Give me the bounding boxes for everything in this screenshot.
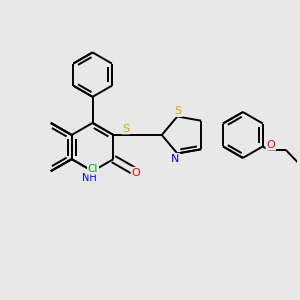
Text: O: O <box>131 168 140 178</box>
Text: N: N <box>171 154 179 164</box>
Text: S: S <box>122 124 129 134</box>
Text: NH: NH <box>82 173 97 183</box>
Text: S: S <box>175 106 182 116</box>
Text: O: O <box>266 140 275 150</box>
Text: Cl: Cl <box>88 164 98 174</box>
